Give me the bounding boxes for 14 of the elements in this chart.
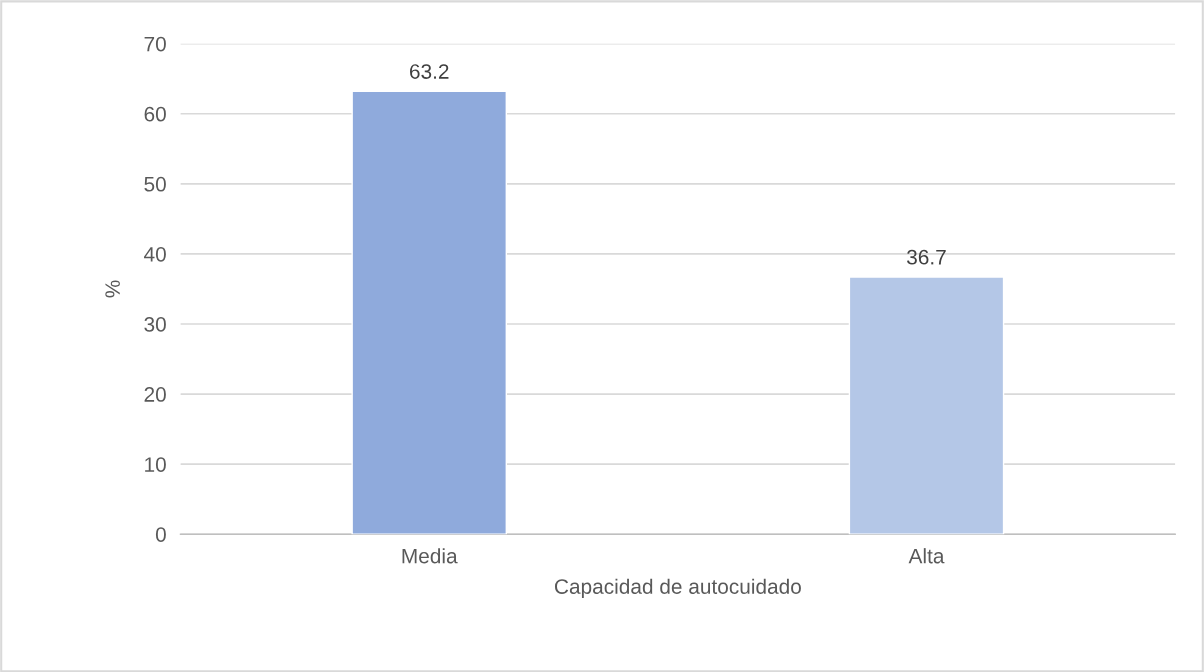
y-tick-label: 20 — [144, 387, 166, 402]
y-axis-title: % — [105, 280, 120, 298]
y-tick-label: 40 — [144, 246, 166, 262]
y-tick-label: 0 — [155, 527, 166, 542]
x-tick-label: Media — [402, 548, 458, 564]
x-axis-title: Capacidad de autocuidado — [554, 578, 801, 599]
y-tick-label: 60 — [144, 106, 166, 122]
x-tick-label: Alta — [908, 548, 945, 564]
y-tick-label: 50 — [144, 176, 166, 192]
y-tick-label: 10 — [145, 457, 166, 472]
y-tick-label: 70 — [144, 36, 166, 52]
data-label: 36.7 — [907, 249, 946, 265]
y-tick-label: 30 — [144, 317, 166, 332]
data-label: 63.2 — [410, 64, 449, 79]
